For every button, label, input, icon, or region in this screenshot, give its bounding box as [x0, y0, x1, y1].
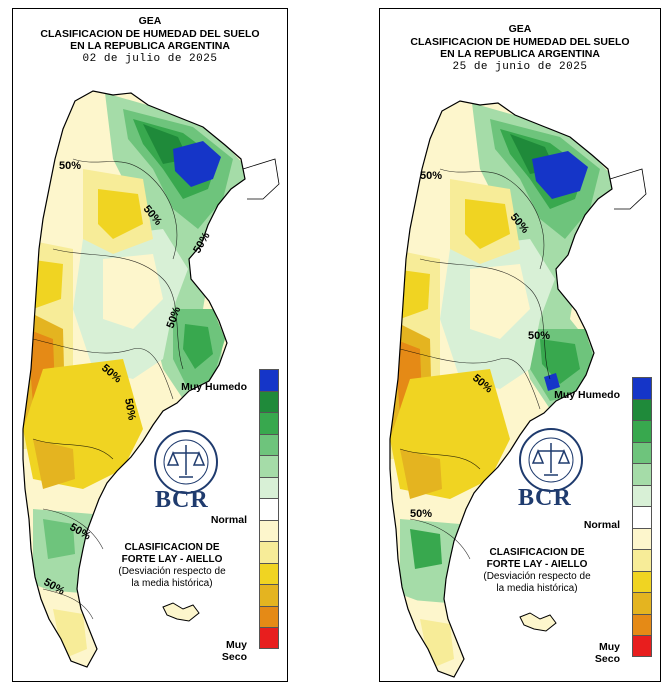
legend-swatch: [259, 476, 279, 498]
method-line2: FORTE LAY - AIELLO: [121, 554, 223, 565]
legend-swatch: [259, 627, 279, 649]
argentina-soil-moisture-map: 50% 50% 50% 50% 50%: [389, 100, 647, 678]
legend-swatch: [259, 562, 279, 584]
legend-swatch: [259, 605, 279, 627]
map-title-line2: EN LA REPUBLICA ARGENTINA: [70, 40, 230, 52]
map-title-line2: EN LA REPUBLICA ARGENTINA: [440, 48, 600, 60]
map-title-line1: CLASIFICACION DE HUMEDAD DEL SUELO: [40, 27, 260, 40]
legend-swatch: [632, 463, 652, 485]
org-title: GEA: [138, 15, 162, 27]
legend-bottom-label: Muy Seco: [221, 639, 247, 663]
legend-swatch: [632, 549, 652, 571]
contour-label: 50%: [122, 397, 138, 421]
legend-top-label: Muy Humedo: [554, 389, 620, 401]
contour-label: 50%: [59, 160, 81, 172]
method-note: CLASIFICACION DE FORTE LAY - AIELLO (Des…: [470, 547, 604, 595]
method-line1: CLASIFICACION DE: [124, 542, 220, 553]
moisture-legend: [632, 377, 654, 657]
legend-swatch: [259, 390, 279, 412]
legend-mid-label: Normal: [210, 514, 247, 526]
bcr-logo-text: BCR: [155, 487, 209, 513]
legend-swatch: [632, 441, 652, 463]
legend-swatch: [632, 398, 652, 420]
moisture-legend: [259, 369, 281, 649]
map-title-block: GEA CLASIFICACION DE HUMEDAD DEL SUELO E…: [380, 23, 660, 73]
legend-swatch: [632, 527, 652, 549]
map-panel-jul-02: GEA CLASIFICACION DE HUMEDAD DEL SUELO E…: [12, 8, 288, 682]
org-title: GEA: [508, 23, 532, 35]
bcr-logo-text: BCR: [518, 485, 572, 511]
legend-swatch: [632, 377, 652, 399]
legend-swatch: [259, 369, 279, 391]
contour-label: 50%: [420, 170, 442, 182]
legend-swatch: [259, 433, 279, 455]
legend-swatch: [259, 498, 279, 520]
method-line4: la media histórica): [496, 583, 578, 594]
legend-swatch: [259, 455, 279, 477]
method-line1: CLASIFICACION DE: [489, 547, 585, 558]
legend-top-label: Muy Humedo: [181, 381, 247, 393]
map-title-block: GEA CLASIFICACION DE HUMEDAD DEL SUELO E…: [13, 15, 287, 65]
legend-swatch: [632, 592, 652, 614]
method-line4: la media histórica): [131, 578, 213, 589]
map-date: 25 de junio de 2025: [452, 60, 588, 73]
bcr-seal-icon: [519, 428, 583, 492]
legend-swatch: [632, 570, 652, 592]
map-title-line1: CLASIFICACION DE HUMEDAD DEL SUELO: [410, 35, 630, 48]
legend-swatch: [632, 484, 652, 506]
legend-swatch: [632, 613, 652, 635]
legend-swatch: [259, 519, 279, 541]
method-line3: (Desviación respecto de: [483, 571, 591, 582]
legend-swatch: [259, 541, 279, 563]
legend-bottom-label: Muy Seco: [594, 641, 620, 665]
map-panel-jun-25: GEA CLASIFICACION DE HUMEDAD DEL SUELO E…: [379, 8, 661, 682]
contour-label: 50%: [528, 330, 550, 342]
method-note: CLASIFICACION DE FORTE LAY - AIELLO (Des…: [107, 542, 237, 590]
legend-swatch: [632, 420, 652, 442]
method-line2: FORTE LAY - AIELLO: [486, 559, 588, 570]
argentina-soil-moisture-map: 50% 50% 50% 50% 50% 50% 50% 50%: [22, 90, 280, 668]
map-date: 02 de julio de 2025: [82, 52, 218, 65]
legend-mid-label: Normal: [583, 519, 620, 531]
legend-swatch: [259, 584, 279, 606]
method-line3: (Desviación respecto de: [118, 566, 226, 577]
legend-swatch: [632, 506, 652, 528]
legend-swatch: [259, 412, 279, 434]
legend-swatch: [632, 635, 652, 657]
bcr-seal-icon: [154, 430, 218, 494]
contour-label: 50%: [410, 508, 432, 520]
